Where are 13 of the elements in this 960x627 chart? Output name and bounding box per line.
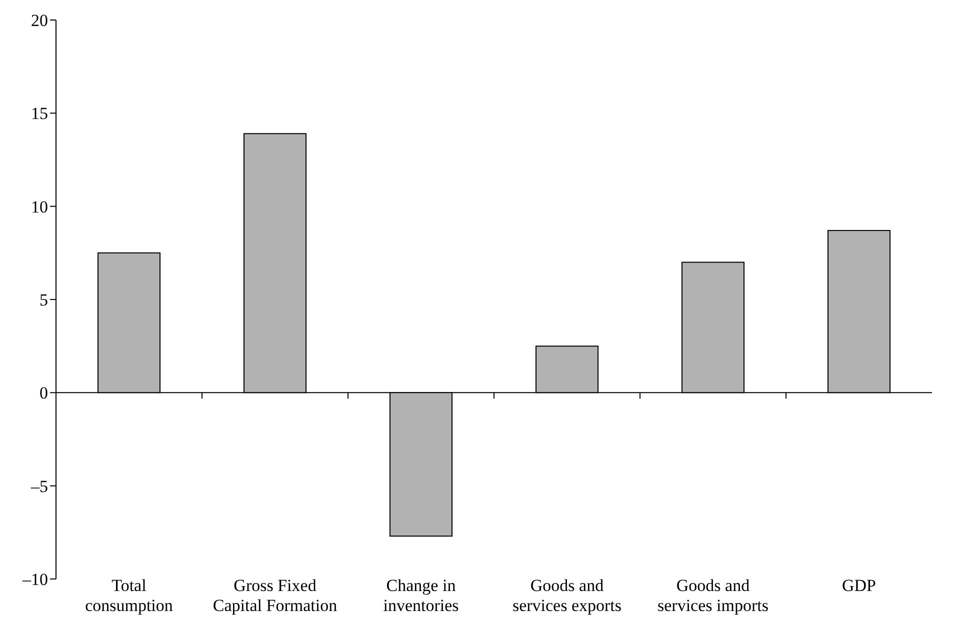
y-tick-label: –5 (30, 476, 48, 496)
y-tick-label: 15 (31, 104, 48, 124)
x-tick-label: Goods and services exports (512, 576, 622, 615)
y-tick-label: –10 (22, 570, 48, 590)
x-tick-label: Gross Fixed Capital Formation (212, 576, 338, 615)
y-tick-label: 20 (31, 11, 48, 30)
y-tick-label: 5 (40, 290, 48, 310)
y-tick-label: 10 (31, 197, 48, 216)
y-tick-label: 0 (40, 384, 48, 403)
x-tick-label: GDP (842, 576, 876, 595)
x-tick-label: Change in inventories (383, 576, 459, 615)
x-tick-label: Total consumption (85, 576, 174, 615)
x-tick-label: Goods and services imports (658, 576, 768, 615)
